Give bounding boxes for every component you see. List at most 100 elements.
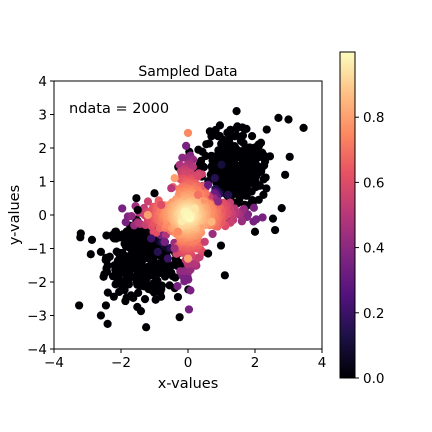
y-axis: −4 −3 −2 −1 0 1 2 3 4 xyxy=(27,74,54,358)
scatter-point xyxy=(237,217,246,226)
scatter-point xyxy=(238,123,247,132)
scatter-point xyxy=(257,148,266,157)
scatter-point xyxy=(143,197,153,206)
scatter-point xyxy=(109,292,118,301)
scatter-point xyxy=(230,142,239,151)
scatter-point xyxy=(207,217,216,226)
scatter-point xyxy=(173,292,183,302)
scatter-point xyxy=(193,190,203,199)
scatter-point xyxy=(207,132,216,141)
scatter-point xyxy=(118,284,127,293)
scatter-point xyxy=(124,275,133,284)
y-tick-label: 4 xyxy=(38,74,47,90)
scatter-point xyxy=(268,214,278,223)
scatter-point xyxy=(118,204,127,213)
scatter-point xyxy=(150,284,159,293)
scatter-point xyxy=(204,249,213,258)
scatter-point xyxy=(126,291,136,300)
scatter-point xyxy=(142,323,151,332)
colorbar-tick-label: 0.6 xyxy=(363,175,384,191)
scatter-point xyxy=(285,152,294,161)
scatter-point xyxy=(252,142,261,152)
scatter-point xyxy=(224,190,233,199)
scatter-point xyxy=(281,170,290,179)
scatter-point xyxy=(247,132,257,141)
y-tick-label: 3 xyxy=(38,108,47,124)
scatter-point xyxy=(228,160,237,169)
scatter-point xyxy=(262,125,271,134)
scatter-point xyxy=(204,180,213,189)
scatter-point xyxy=(140,295,150,304)
y-tick-label: 2 xyxy=(38,141,47,157)
scatter-point xyxy=(233,149,242,159)
scatter-point xyxy=(167,184,176,193)
scatter-point xyxy=(260,157,270,166)
scatter-point xyxy=(217,167,226,176)
scatter-point xyxy=(249,203,258,212)
scatter-point xyxy=(208,229,217,239)
y-tick-label: −1 xyxy=(27,242,47,258)
colorbar xyxy=(339,51,356,379)
y-tick-label: 1 xyxy=(38,175,47,191)
scatter-point xyxy=(120,254,129,263)
chart-title: Sampled Data xyxy=(138,64,237,80)
scatter-point xyxy=(103,319,112,328)
scatter-point xyxy=(299,123,308,132)
scatter-point xyxy=(127,212,136,221)
scatter-point xyxy=(247,187,256,196)
scatter-point xyxy=(130,261,139,270)
scatter-point xyxy=(230,132,239,141)
scatter-point xyxy=(101,301,111,310)
scatter-point xyxy=(75,301,84,310)
scatter-point xyxy=(190,204,199,213)
scatter-point xyxy=(131,239,141,249)
scatter-point xyxy=(157,264,166,273)
scatter-point xyxy=(175,313,184,322)
scatter-point xyxy=(113,256,123,265)
scatter-point xyxy=(217,153,226,162)
scatter-point xyxy=(227,174,236,183)
scatter-point xyxy=(123,237,132,246)
scatter-point xyxy=(153,247,162,256)
scatter-point xyxy=(210,153,219,163)
scatter-point xyxy=(169,260,178,269)
scatter-point xyxy=(142,280,151,289)
scatter-point xyxy=(96,311,105,320)
y-tick-label: −3 xyxy=(27,309,47,325)
x-tick-label: 0 xyxy=(184,355,193,371)
scatter-point xyxy=(252,215,261,224)
scatter-point xyxy=(274,113,283,122)
x-tick-label: 2 xyxy=(251,355,260,371)
scatter-point xyxy=(110,234,119,243)
scatter-point xyxy=(236,136,246,146)
scatter-point xyxy=(136,307,146,316)
y-tick-label: −2 xyxy=(27,275,47,291)
scatter-point xyxy=(237,162,246,171)
scatter-point xyxy=(157,200,166,210)
scatter-point xyxy=(219,145,229,154)
scatter-point xyxy=(86,250,95,259)
scatter-point xyxy=(125,269,134,278)
scatter-point xyxy=(135,281,144,290)
colorbar-tick-label: 0.0 xyxy=(363,371,384,387)
y-axis-label: y-values xyxy=(7,185,23,245)
x-tick-label: −2 xyxy=(111,355,131,371)
scatter-point xyxy=(198,162,208,171)
scatter-point xyxy=(200,237,209,246)
scatter-point xyxy=(108,272,118,281)
scatter-point xyxy=(184,305,194,314)
scatter-point xyxy=(143,210,152,220)
x-axis: −4 −2 0 2 4 xyxy=(44,349,326,371)
scatter-point xyxy=(217,160,226,169)
scatter-point xyxy=(133,231,142,240)
scatter-point xyxy=(132,194,141,203)
scatter-point xyxy=(111,265,120,274)
ndata-annotation: ndata = 2000 xyxy=(69,101,169,117)
scatter-point xyxy=(254,195,263,204)
x-tick-label: 4 xyxy=(318,355,327,371)
scatter-point xyxy=(99,272,108,281)
scatter-point xyxy=(186,286,195,295)
scatter-point xyxy=(182,141,191,150)
scatter-point xyxy=(284,115,293,124)
y-tick-label: −4 xyxy=(27,342,47,358)
